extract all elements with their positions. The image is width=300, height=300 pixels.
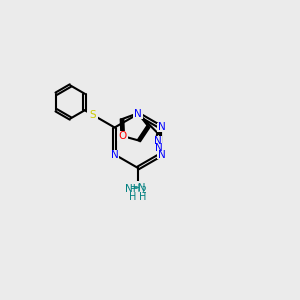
FancyBboxPatch shape [128, 183, 148, 195]
Text: N: N [111, 149, 119, 160]
FancyBboxPatch shape [153, 136, 162, 146]
Text: N: N [155, 143, 162, 153]
Text: 2: 2 [141, 186, 146, 195]
Text: H: H [140, 192, 147, 203]
FancyBboxPatch shape [157, 150, 166, 159]
Text: H: H [129, 192, 137, 203]
Text: N: N [134, 109, 142, 119]
Text: N: N [154, 136, 161, 146]
Text: O: O [118, 131, 127, 141]
Text: S: S [89, 110, 96, 120]
Text: =N: =N [130, 182, 146, 193]
Text: NH: NH [125, 184, 140, 194]
Text: N: N [158, 122, 165, 133]
FancyBboxPatch shape [154, 143, 164, 153]
FancyBboxPatch shape [117, 131, 128, 141]
FancyBboxPatch shape [124, 181, 152, 197]
Text: N: N [158, 149, 165, 160]
FancyBboxPatch shape [157, 123, 166, 132]
FancyBboxPatch shape [133, 109, 143, 119]
FancyBboxPatch shape [110, 150, 119, 159]
FancyBboxPatch shape [87, 110, 98, 120]
